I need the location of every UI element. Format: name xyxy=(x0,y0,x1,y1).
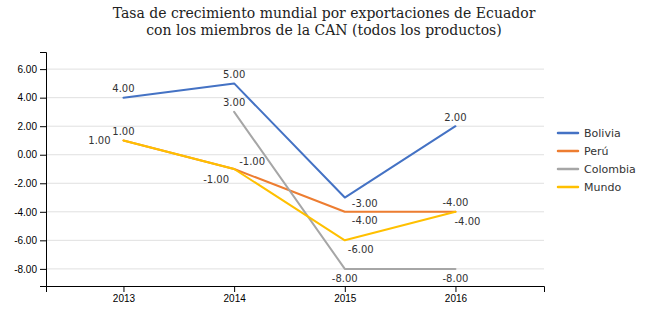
legend-label: Perú xyxy=(584,145,609,158)
data-label: -3.00 xyxy=(352,198,378,209)
y-tick-label: -2.00 xyxy=(14,178,37,189)
data-labels: 4.00 5.00 -3.00 2.00 1.00 -1.00 -4.00 -4.00 3.00… xyxy=(88,69,480,284)
legend-item: Mundo xyxy=(558,181,621,194)
grid-line xyxy=(46,154,544,155)
legend-label: Bolivia xyxy=(584,127,621,140)
data-label: -4.00 xyxy=(455,216,481,227)
grid-line xyxy=(46,268,544,269)
y-tick-label: -6.00 xyxy=(14,235,37,246)
data-label: -4.00 xyxy=(352,215,378,226)
lines xyxy=(123,83,455,268)
chart-title-line: Tasa de crecimiento mundial por exportac… xyxy=(113,5,536,21)
series-line xyxy=(123,140,455,240)
y-tick-mark xyxy=(40,126,46,127)
x-tick: 2016 xyxy=(445,286,468,304)
legend-swatch xyxy=(558,132,578,135)
x-tick: 2014 xyxy=(224,286,247,304)
y-tick-label: 6.00 xyxy=(18,64,38,75)
y-tick-mark xyxy=(40,69,46,70)
x-tick-mark xyxy=(123,286,124,292)
plot-area: 6.00 4.00 2.00 0.00 -2.00 -4.00 -6.00 -8.00 2013… xyxy=(14,53,544,305)
y-tick-mark xyxy=(40,212,46,213)
y-tick: 0.00 xyxy=(18,149,46,160)
legend-item: Perú xyxy=(558,145,609,158)
chart-svg: Tasa de crecimiento mundial por exportac… xyxy=(0,0,648,310)
legend-item: Colombia xyxy=(558,163,636,176)
y-tick: 6.00 xyxy=(18,64,46,75)
data-label: 1.00 xyxy=(112,126,134,137)
grid-line xyxy=(46,240,544,241)
grid-line xyxy=(46,69,544,70)
y-tick: -8.00 xyxy=(14,264,46,275)
data-label: -8.00 xyxy=(332,273,358,284)
chart-title: Tasa de crecimiento mundial por exportac… xyxy=(113,5,536,38)
legend: Bolivia Perú Colombia Mundo xyxy=(558,127,636,194)
y-tick-label: 2.00 xyxy=(18,121,38,132)
y-tick-label: 0.00 xyxy=(18,149,38,160)
x-tick-label: 2015 xyxy=(334,293,357,304)
data-label: 2.00 xyxy=(444,112,466,123)
y-tick-mark xyxy=(40,240,46,241)
data-label: -4.00 xyxy=(443,197,469,208)
data-label: -8.00 xyxy=(443,273,469,284)
data-label: 5.00 xyxy=(223,69,245,80)
y-tick: -2.00 xyxy=(14,178,46,189)
x-tick-label: 2013 xyxy=(113,293,136,304)
data-label: 4.00 xyxy=(112,83,134,94)
y-axis: 6.00 4.00 2.00 0.00 -2.00 -4.00 -6.00 -8.00 xyxy=(14,53,46,287)
x-axis: 2013 2014 2015 2016 xyxy=(47,286,545,304)
y-tick-mark xyxy=(40,155,46,156)
legend-item: Bolivia xyxy=(558,127,621,140)
grid xyxy=(46,69,544,269)
x-tick-mark xyxy=(455,286,456,292)
y-tick-label: -8.00 xyxy=(14,264,37,275)
data-label: 3.00 xyxy=(223,97,245,108)
y-tick: 4.00 xyxy=(18,92,46,103)
data-label: -1.00 xyxy=(239,156,265,167)
chart-container: Tasa de crecimiento mundial por exportac… xyxy=(0,0,648,310)
legend-swatch xyxy=(558,186,578,189)
legend-swatch xyxy=(558,150,578,153)
grid-line xyxy=(46,97,544,98)
series-line xyxy=(123,140,455,211)
y-tick: -6.00 xyxy=(14,235,46,246)
legend-label: Mundo xyxy=(584,181,621,194)
grid-line xyxy=(46,183,544,184)
x-tick: 2015 xyxy=(334,286,357,304)
y-tick-mark xyxy=(40,183,46,184)
x-tick-mark xyxy=(234,286,235,292)
chart-title-line: con los miembros de la CAN (todos los pr… xyxy=(146,22,502,38)
y-tick-mark xyxy=(40,269,46,270)
x-tick-label: 2016 xyxy=(445,293,468,304)
x-tick-mark xyxy=(345,286,346,292)
legend-swatch xyxy=(558,168,578,171)
y-tick: 2.00 xyxy=(18,121,46,132)
x-tick-label: 2014 xyxy=(224,293,247,304)
y-axis-line xyxy=(40,53,47,287)
data-label: 1.00 xyxy=(88,135,110,146)
data-label: -1.00 xyxy=(203,174,229,185)
y-tick-label: -4.00 xyxy=(14,207,37,218)
legend-label: Colombia xyxy=(584,163,636,176)
x-axis-line xyxy=(47,287,545,293)
series-line xyxy=(123,83,455,197)
data-label: -6.00 xyxy=(348,244,374,255)
y-tick: -4.00 xyxy=(14,207,46,218)
grid-line xyxy=(46,211,544,212)
x-tick: 2013 xyxy=(113,286,136,304)
y-tick-label: 4.00 xyxy=(18,92,38,103)
y-tick-mark xyxy=(40,98,46,99)
